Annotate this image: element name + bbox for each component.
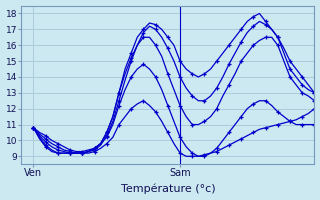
X-axis label: Température (°c): Température (°c) [121, 184, 215, 194]
